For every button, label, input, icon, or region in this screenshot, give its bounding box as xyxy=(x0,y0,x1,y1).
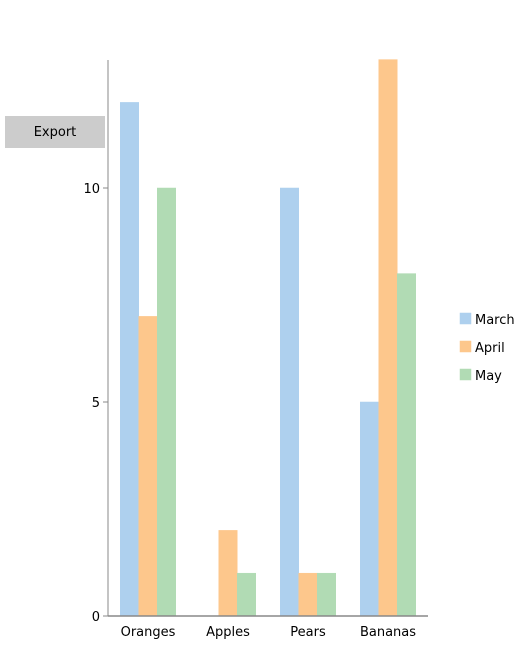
bar-pears-may xyxy=(317,572,336,617)
bar-oranges-march xyxy=(120,102,139,617)
legend: March April May xyxy=(459,312,515,384)
bar-oranges-may xyxy=(157,187,176,617)
export-button[interactable]: Export xyxy=(5,116,105,148)
bar-apples-april xyxy=(218,530,238,617)
x-tick-label-pears: Pears xyxy=(290,625,326,640)
legend-swatch-april xyxy=(459,340,472,353)
axes-group xyxy=(107,60,428,617)
y-tick-label: 10 xyxy=(83,182,100,197)
bar-pears-march xyxy=(280,187,299,617)
y-tick-label: 0 xyxy=(92,610,100,625)
bar-bananas-may xyxy=(397,273,416,617)
bar-oranges-april xyxy=(138,316,158,617)
legend-swatch-may xyxy=(459,368,472,381)
legend-label-march: March xyxy=(475,313,515,328)
x-tick-label-apples: Apples xyxy=(206,625,250,640)
y-ticks-group: 0 5 10 xyxy=(83,182,108,625)
bar-apples-may xyxy=(237,572,256,617)
y-tick-label: 5 xyxy=(92,396,100,411)
bar-bananas-april xyxy=(378,59,398,617)
legend-swatch-march xyxy=(459,312,472,325)
bar-pears-april xyxy=(298,572,318,617)
x-tick-label-oranges: Oranges xyxy=(121,625,176,640)
legend-label-may: May xyxy=(475,369,502,384)
x-tick-label-bananas: Bananas xyxy=(360,625,416,640)
legend-label-april: April xyxy=(475,341,505,356)
bar-bananas-march xyxy=(360,401,379,617)
x-labels-group: Oranges Apples Pears Bananas xyxy=(121,625,417,640)
bars-group xyxy=(120,59,416,617)
